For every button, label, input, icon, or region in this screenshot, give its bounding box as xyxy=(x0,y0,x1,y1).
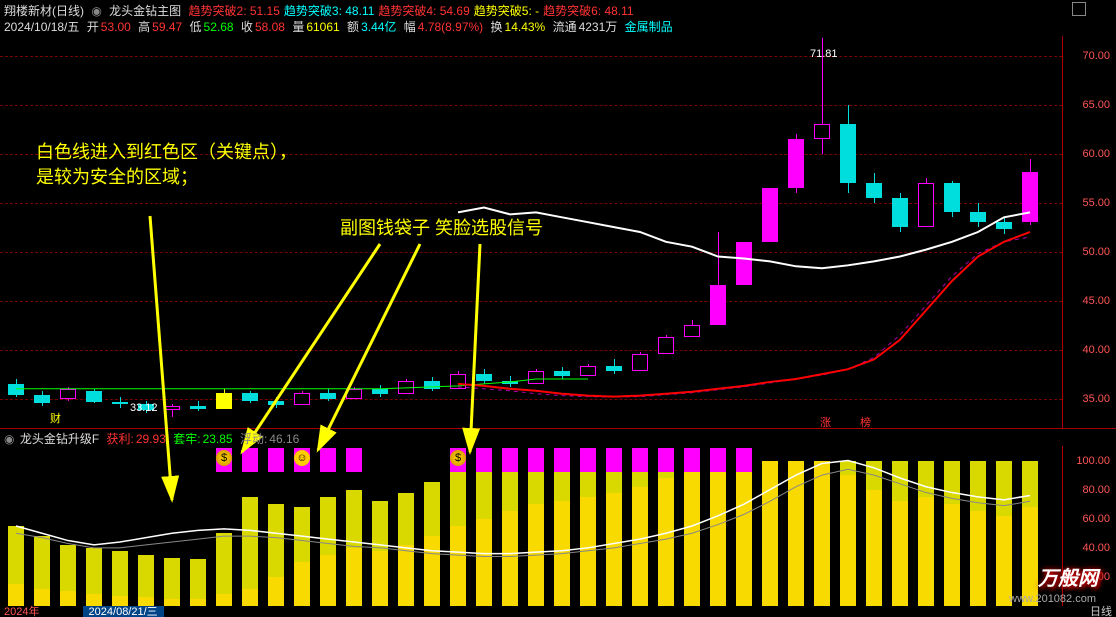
watermark-logo: 万般网 xyxy=(1038,562,1098,591)
chart-label: 涨 xyxy=(820,414,831,430)
annotation-text: 副图钱袋子 笑脸选股信号 xyxy=(340,216,543,241)
footer-right: 日线 xyxy=(1090,603,1112,617)
smile-icon: ☺ xyxy=(294,450,310,466)
chart-label: 财 xyxy=(50,410,61,426)
annotation-text: 白色线进入到红色区（关键点），是较为安全的区域； xyxy=(36,140,297,190)
money-bag-icon: $ xyxy=(216,450,232,466)
chart-label: 33.12 xyxy=(130,402,158,414)
footer-date[interactable]: 2024/08/21/三 xyxy=(83,606,164,617)
watermark-url: www.201082.com xyxy=(1009,593,1096,605)
chart-label: 71.81 xyxy=(810,48,838,60)
annotation-arrows xyxy=(0,0,1116,617)
chart-label: 榜 xyxy=(860,414,871,430)
money-bag-icon: $ xyxy=(450,450,466,466)
footer-year: 2024年 xyxy=(4,606,39,617)
footer-bar: 2024年 2024/08/21/三 日线 xyxy=(0,603,1116,617)
sub-indicator-header: ◉ 龙头金钻升级F 获利:29.93 套牢:23.85 浮动:46.16 xyxy=(4,430,303,447)
